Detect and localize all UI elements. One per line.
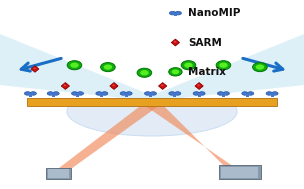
Text: SARM: SARM: [188, 38, 222, 47]
Circle shape: [253, 63, 267, 72]
FancyBboxPatch shape: [29, 94, 32, 97]
FancyBboxPatch shape: [221, 167, 258, 178]
Ellipse shape: [150, 92, 157, 95]
Text: NanoMIP: NanoMIP: [188, 8, 241, 18]
FancyBboxPatch shape: [271, 94, 274, 97]
Circle shape: [101, 63, 115, 72]
Circle shape: [140, 70, 149, 75]
Polygon shape: [31, 66, 39, 72]
Ellipse shape: [242, 92, 248, 95]
FancyBboxPatch shape: [27, 98, 277, 106]
Polygon shape: [174, 41, 177, 43]
Polygon shape: [197, 84, 200, 86]
FancyBboxPatch shape: [173, 94, 176, 97]
Ellipse shape: [169, 11, 176, 15]
Ellipse shape: [102, 92, 108, 95]
Circle shape: [67, 61, 82, 70]
Polygon shape: [161, 84, 164, 86]
Polygon shape: [56, 106, 158, 173]
FancyBboxPatch shape: [173, 13, 178, 14]
Ellipse shape: [24, 92, 31, 95]
Ellipse shape: [169, 92, 175, 95]
FancyBboxPatch shape: [269, 93, 275, 95]
Polygon shape: [61, 83, 69, 89]
FancyBboxPatch shape: [222, 94, 225, 97]
FancyBboxPatch shape: [148, 93, 153, 95]
Ellipse shape: [174, 92, 181, 95]
Polygon shape: [0, 34, 152, 101]
Ellipse shape: [67, 87, 237, 136]
FancyBboxPatch shape: [196, 93, 202, 95]
Polygon shape: [195, 83, 203, 89]
FancyBboxPatch shape: [28, 93, 33, 95]
FancyBboxPatch shape: [219, 165, 261, 179]
FancyBboxPatch shape: [198, 94, 201, 97]
FancyBboxPatch shape: [48, 169, 69, 178]
Circle shape: [256, 64, 264, 70]
Ellipse shape: [193, 92, 199, 95]
Ellipse shape: [47, 92, 54, 95]
Ellipse shape: [144, 92, 151, 95]
Circle shape: [216, 61, 231, 70]
Polygon shape: [33, 67, 36, 69]
Circle shape: [70, 63, 79, 68]
FancyBboxPatch shape: [246, 94, 249, 97]
FancyBboxPatch shape: [221, 93, 226, 95]
FancyBboxPatch shape: [100, 94, 103, 97]
Ellipse shape: [199, 92, 205, 95]
Polygon shape: [152, 34, 304, 101]
Ellipse shape: [77, 92, 84, 95]
Polygon shape: [146, 106, 239, 173]
Ellipse shape: [96, 92, 102, 95]
FancyBboxPatch shape: [52, 94, 55, 97]
Circle shape: [184, 63, 193, 68]
Text: Matrix: Matrix: [188, 67, 226, 77]
FancyBboxPatch shape: [46, 168, 71, 179]
FancyBboxPatch shape: [125, 94, 128, 97]
Ellipse shape: [217, 92, 224, 95]
Ellipse shape: [175, 11, 181, 15]
Ellipse shape: [53, 92, 59, 95]
Polygon shape: [64, 84, 67, 86]
Ellipse shape: [126, 92, 132, 95]
Ellipse shape: [71, 92, 78, 95]
Polygon shape: [171, 39, 179, 46]
FancyBboxPatch shape: [99, 93, 105, 95]
Circle shape: [219, 63, 228, 68]
Polygon shape: [112, 84, 115, 86]
FancyBboxPatch shape: [172, 93, 178, 95]
Ellipse shape: [223, 92, 230, 95]
Polygon shape: [159, 83, 167, 89]
FancyBboxPatch shape: [75, 93, 80, 95]
FancyBboxPatch shape: [123, 93, 129, 95]
Ellipse shape: [120, 92, 126, 95]
Circle shape: [171, 69, 179, 74]
Polygon shape: [110, 83, 118, 89]
FancyBboxPatch shape: [174, 14, 177, 16]
Circle shape: [137, 68, 152, 77]
Circle shape: [169, 68, 182, 76]
Ellipse shape: [247, 92, 254, 95]
Circle shape: [181, 61, 196, 70]
Ellipse shape: [30, 92, 36, 95]
FancyBboxPatch shape: [76, 94, 79, 97]
Circle shape: [104, 64, 112, 70]
Ellipse shape: [272, 92, 278, 95]
FancyBboxPatch shape: [245, 93, 250, 95]
FancyBboxPatch shape: [50, 93, 56, 95]
Ellipse shape: [266, 92, 272, 95]
FancyBboxPatch shape: [149, 94, 152, 97]
